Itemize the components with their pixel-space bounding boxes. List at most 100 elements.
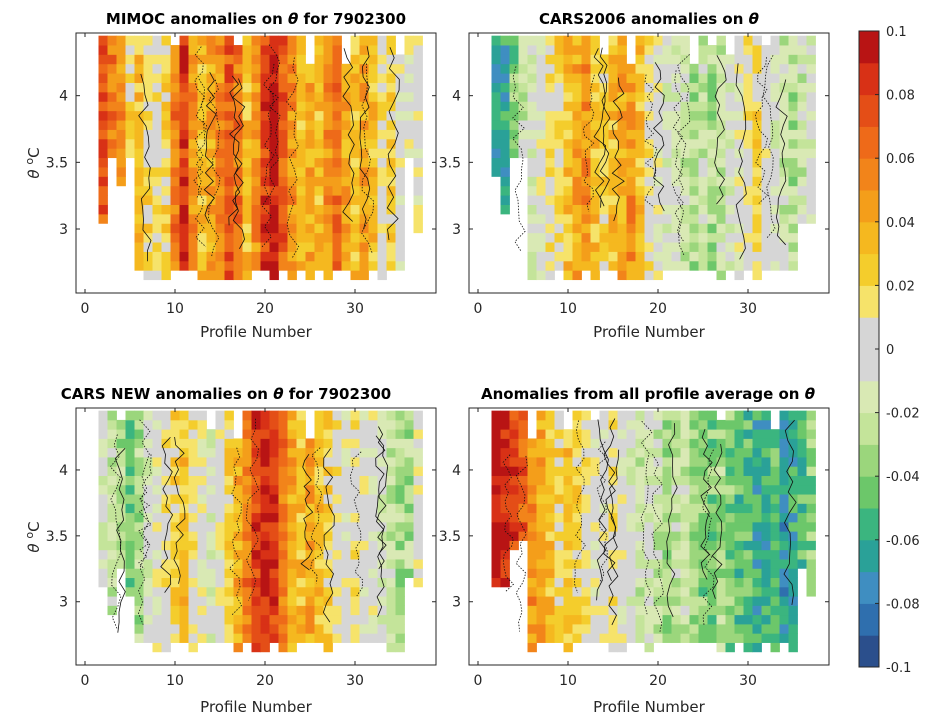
heatmap-cell [377, 577, 387, 588]
heatmap-cell [662, 596, 672, 606]
heatmap-cell [278, 82, 288, 93]
heatmap-cell [314, 120, 324, 130]
heatmap-cell [116, 167, 126, 177]
heatmap-cell [536, 148, 546, 159]
heatmap-cell [332, 148, 342, 159]
heatmap-cell [206, 129, 216, 140]
heatmap-cell [680, 148, 690, 159]
heatmap-cell [806, 110, 816, 121]
heatmap-cell [707, 120, 717, 130]
heatmap-cell [500, 73, 510, 83]
heatmap-cell [662, 260, 672, 271]
heatmap-cell [296, 204, 306, 215]
heatmap-cell [761, 447, 771, 458]
heatmap-cell [653, 586, 663, 597]
heatmap-cell [98, 475, 108, 486]
heatmap-cell [500, 475, 510, 486]
heatmap-cell [215, 110, 225, 121]
heatmap-cell [770, 91, 780, 102]
heatmap-cell [395, 195, 405, 205]
heatmap-cell [170, 185, 180, 196]
heatmap-cell [680, 176, 690, 187]
heatmap-cell [536, 195, 546, 205]
heatmap-cell [608, 577, 618, 588]
heatmap-cell [179, 521, 189, 532]
heatmap-cell [500, 195, 510, 205]
heatmap-cell [386, 35, 396, 46]
heatmap-cell [617, 642, 627, 653]
heatmap-cell [743, 176, 753, 187]
heatmap-cell [350, 148, 360, 159]
heatmap-cell [545, 410, 555, 421]
heatmap-cell [179, 242, 189, 252]
heatmap-cell [152, 429, 162, 439]
heatmap-cell [350, 73, 360, 83]
heatmap-cell [377, 167, 387, 177]
heatmap-cell [761, 494, 771, 504]
heatmap-cell [581, 167, 591, 177]
heatmap-cell [161, 148, 171, 159]
heatmap-cell [653, 559, 663, 569]
heatmap-cell [332, 176, 342, 187]
heatmap-cell [125, 503, 135, 514]
heatmap-cell [617, 91, 627, 102]
heatmap-cell [545, 457, 555, 467]
heatmap-cell [626, 82, 636, 93]
heatmap-cell [788, 251, 798, 262]
heatmap-cell [626, 577, 636, 588]
heatmap-cell [350, 176, 360, 187]
heatmap-cell [116, 91, 126, 102]
heatmap-cell [197, 204, 207, 215]
heatmap-cell [98, 484, 108, 495]
heatmap-cell [527, 466, 537, 476]
heatmap-cell [287, 577, 297, 588]
heatmap-cell [617, 138, 627, 149]
heatmap-cell [509, 457, 519, 467]
heatmap-cell [260, 494, 270, 504]
heatmap-cell [377, 540, 387, 551]
heatmap-cell [116, 101, 126, 112]
heatmap-cell [518, 429, 528, 439]
heatmap-cell [797, 91, 807, 102]
heatmap-cell [563, 73, 573, 83]
heatmap-cell [662, 494, 672, 504]
heatmap-cell [368, 568, 378, 579]
heatmap-cell [134, 494, 144, 504]
heatmap-cell [296, 35, 306, 46]
heatmap-cell [617, 605, 627, 616]
heatmap-cell [635, 63, 645, 74]
heatmap-cell [251, 419, 261, 430]
heatmap-cell [554, 531, 564, 541]
heatmap-cell [617, 586, 627, 597]
heatmap-cell [545, 101, 555, 112]
heatmap-cell [341, 484, 351, 495]
heatmap-cell [368, 73, 378, 83]
heatmap-cell [599, 512, 609, 523]
heatmap-cell [215, 167, 225, 177]
heatmap-cell [332, 484, 342, 495]
heatmap-cell [554, 157, 564, 168]
heatmap-cell [161, 484, 171, 495]
heatmap-cell [179, 531, 189, 541]
heatmap-cell [554, 596, 564, 606]
contour-line [596, 441, 608, 582]
heatmap-cell [152, 270, 162, 281]
heatmap-cell [716, 540, 726, 551]
heatmap-cell [545, 91, 555, 102]
x-axis-label: Profile Number [200, 698, 312, 716]
heatmap-cell [563, 605, 573, 616]
heatmap-cell [743, 447, 753, 458]
heatmap-cell [743, 223, 753, 234]
heatmap-cell [509, 148, 519, 159]
heatmap-cell [413, 120, 423, 130]
heatmap-cell [617, 429, 627, 439]
heatmap-cell [653, 157, 663, 168]
heatmap-cells [491, 35, 816, 281]
heatmap-cell [206, 232, 216, 243]
heatmap-cell [554, 223, 564, 234]
heatmap-cell [350, 63, 360, 74]
heatmap-cell [107, 129, 117, 140]
heatmap-cell [323, 512, 333, 523]
heatmap-cell [554, 232, 564, 243]
heatmap-cell [698, 138, 708, 149]
